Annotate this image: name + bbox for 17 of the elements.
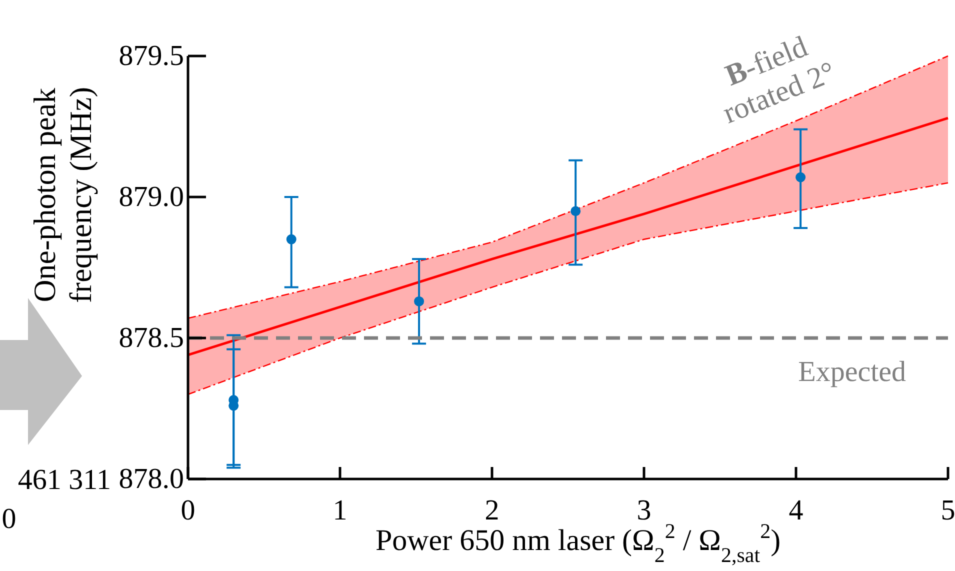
- y-tick-label: 879.0: [118, 181, 184, 213]
- x-tick-label: 5: [940, 494, 955, 527]
- point: [570, 206, 581, 216]
- y-axis-title: One-photon peak frequency (MHz): [27, 86, 98, 304]
- point: [286, 234, 296, 244]
- y-tick-label: 878.0: [118, 463, 184, 495]
- point: [414, 296, 424, 306]
- x-tick-label: 4: [788, 494, 804, 527]
- text: 461 311: [18, 464, 111, 496]
- point: [796, 172, 806, 182]
- y-tick-label: 878.5: [118, 322, 184, 354]
- line-series: [187, 182, 949, 396]
- y-tick-label: 879.5: [118, 40, 184, 72]
- x-tick-label: 0: [180, 494, 196, 527]
- ref-line-label: Expected: [798, 356, 906, 388]
- x-tick-label: 1: [332, 494, 348, 527]
- annotation: B-field rotated 2°: [718, 30, 840, 130]
